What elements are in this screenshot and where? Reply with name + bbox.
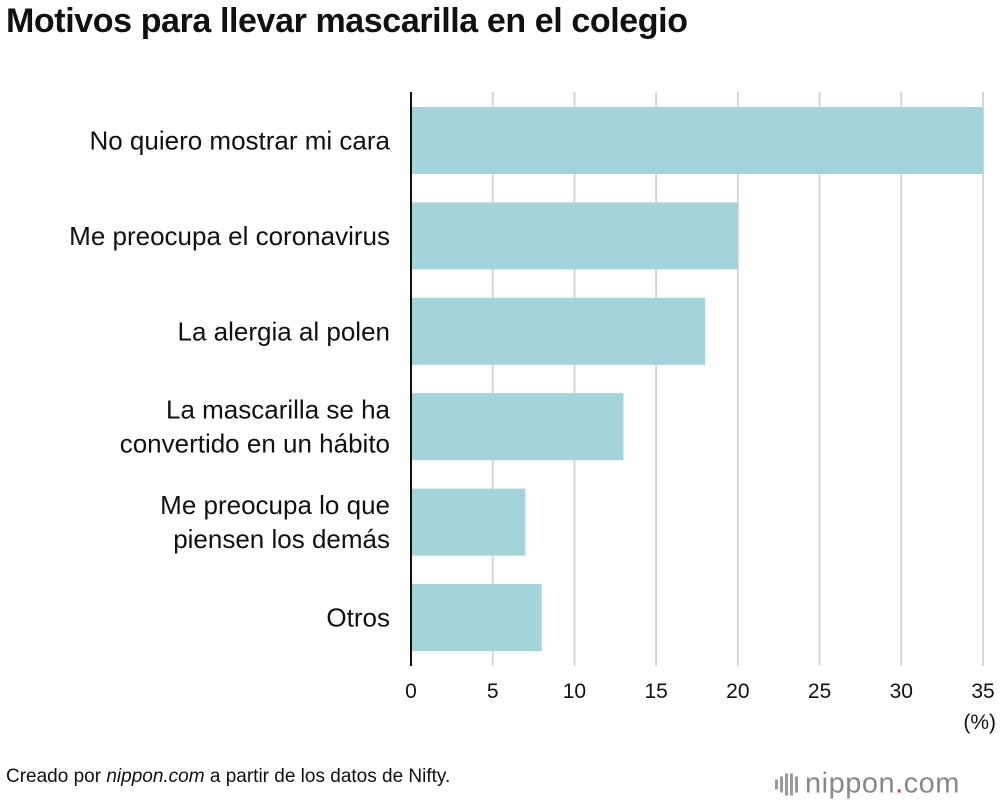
bar-chart: No quiero mostrar mi cara Me preocupa el … — [69, 92, 996, 734]
nippon-logo: nippon.com — [775, 768, 960, 801]
gridlines — [491, 92, 984, 666]
bars — [411, 107, 983, 651]
chart-title: Motivos para llevar mascarilla en el col… — [6, 2, 688, 40]
category-label: convertido en un hábito — [120, 429, 390, 459]
x-axis-unit: (%) — [963, 711, 996, 734]
category-label: Otros — [326, 603, 390, 633]
x-tick-label: 0 — [405, 680, 417, 703]
bar — [411, 297, 706, 365]
category-label: piensen los demás — [173, 524, 390, 554]
bar — [411, 107, 983, 174]
category-label: La alergia al polen — [178, 316, 391, 346]
category-label: No quiero mostrar mi cara — [89, 126, 390, 156]
credit-prefix: Creado por — [6, 766, 107, 787]
credit-site: nippon.com — [106, 766, 205, 787]
x-tick-label: 20 — [726, 680, 749, 703]
x-tick-label: 25 — [808, 680, 831, 703]
x-tick-label: 15 — [644, 680, 667, 703]
category-labels: No quiero mostrar mi cara Me preocupa el … — [69, 126, 390, 633]
x-tick-label: 5 — [487, 680, 499, 703]
logo-wordmark: nippon.com — [805, 767, 960, 800]
credit-suffix: a partir de los datos de Nifty. — [204, 766, 451, 787]
logo-bars-icon — [775, 773, 798, 795]
x-tick-label: 35 — [971, 680, 994, 703]
source-credit: Creado por nippon.com a partir de los da… — [6, 766, 450, 788]
category-label: Me preocupa el coronavirus — [69, 221, 390, 251]
category-label: La mascarilla se ha — [166, 395, 391, 425]
x-tick-label: 10 — [563, 680, 586, 703]
category-label: Me preocupa lo que — [160, 490, 390, 520]
x-tick-label: 30 — [890, 680, 913, 703]
bar — [411, 202, 738, 270]
x-tick-labels: 0 5 10 15 20 25 30 35 — [405, 680, 995, 703]
bar — [411, 584, 542, 651]
bar — [411, 393, 624, 461]
bar — [411, 488, 526, 556]
